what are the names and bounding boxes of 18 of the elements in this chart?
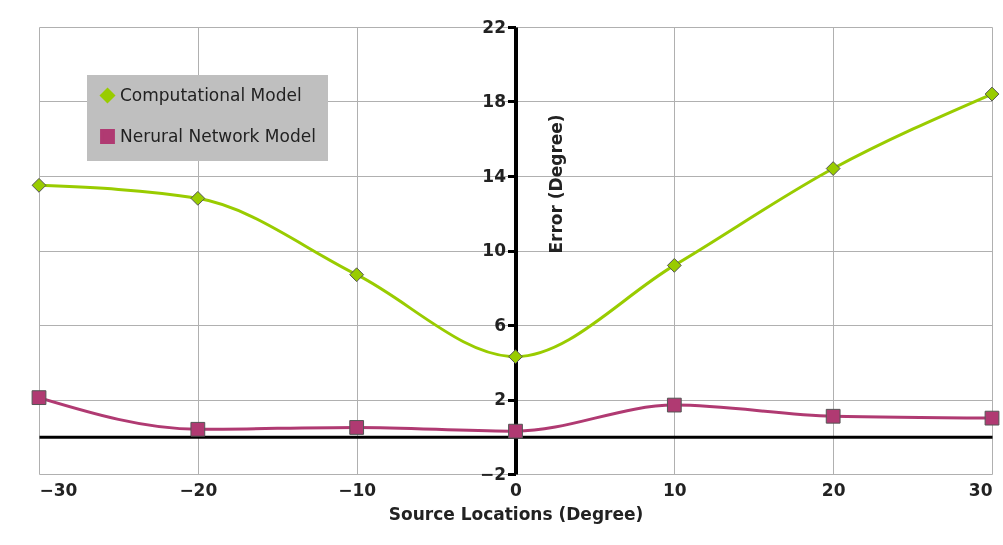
y-tick-label: 10	[482, 240, 507, 260]
x-axis-title: Source Locations (Degree)	[388, 503, 644, 524]
y-tick-label: 6	[494, 314, 506, 335]
y-tick-label: 14	[482, 165, 507, 186]
x-tick-label: −10	[338, 479, 377, 500]
x-tick-label: −30	[39, 479, 78, 500]
x-tick-label: 10	[663, 479, 687, 500]
x-tick-label: 20	[821, 479, 846, 500]
y-tick-label: 18	[482, 91, 506, 111]
legend-label: Nerural Network Model	[120, 125, 316, 146]
x-tick-label: 0	[510, 479, 523, 500]
y-tick-label: −2	[479, 463, 506, 484]
x-tick-label: 30	[968, 479, 993, 500]
legend-label: Computational Model	[120, 84, 302, 105]
y-tick-label: 2	[494, 389, 506, 409]
y-axis-title: Error (Degree)	[546, 114, 566, 254]
x-tick-label: −20	[179, 479, 218, 500]
y-tick-label: 22	[482, 16, 506, 37]
